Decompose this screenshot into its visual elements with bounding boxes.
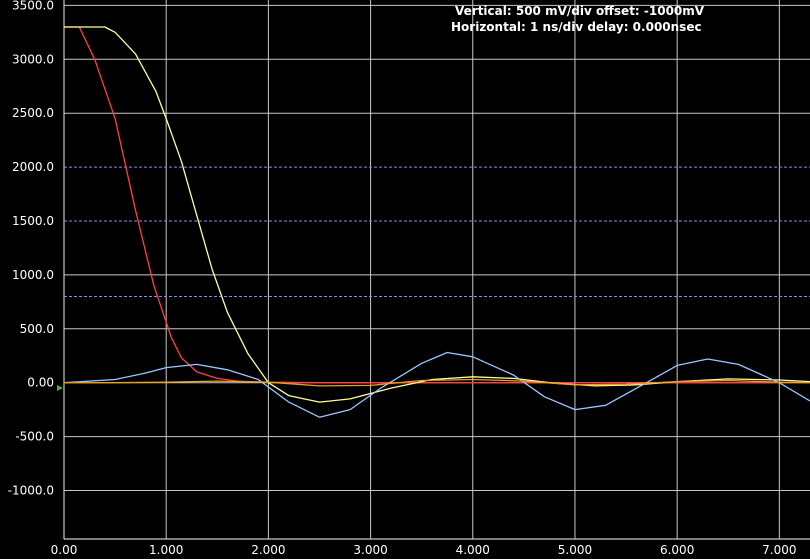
y-tick-label: 2500.0 [12,106,54,120]
y-tick-label: 2000.0 [12,160,54,174]
y-tick-label: 1500.0 [12,214,54,228]
traces [63,26,810,418]
trace-yellow [64,26,810,403]
horizontal-scale-readout: Horizontal: 1 ns/div delay: 0.000nsec [451,20,702,34]
reference-lines [64,166,810,297]
x-tick-label: 3.000 [353,543,387,557]
zero-marker-icon [57,385,63,391]
x-tick-label: 7.000 [762,543,796,557]
vertical-scale-readout: Vertical: 500 mV/div offset: -1000mV [455,4,705,18]
y-tick-label: 3000.0 [12,52,54,66]
trace-blue [63,351,810,418]
x-tick-label: 6.000 [660,543,694,557]
trace-red [64,26,810,384]
x-tick-label: 2.000 [251,543,285,557]
trace-orange [64,378,810,387]
y-tick-labels: -1000.0 -500.0 0.00 500.0 1000.0 1500.0 2000.0… [8,0,54,497]
x-tick-label: 1.000 [149,543,183,557]
y-tick-label: 3500.0 [12,0,54,12]
x-tick-label: 0.00 [51,543,78,557]
x-tick-label: 4.000 [456,543,490,557]
y-tick-label: 500.0 [20,322,54,336]
x-tick-labels: 0.00 1.000 2.000 3.000 4.000 5.000 6.000 7.000 [51,543,797,557]
x-tick-label: 5.000 [558,543,592,557]
y-tick-label: -500.0 [15,430,54,444]
grid [63,0,810,540]
y-tick-label: -1000.0 [8,483,54,497]
y-tick-label: 1000.0 [12,268,54,282]
y-tick-label: 0.00 [27,376,54,390]
